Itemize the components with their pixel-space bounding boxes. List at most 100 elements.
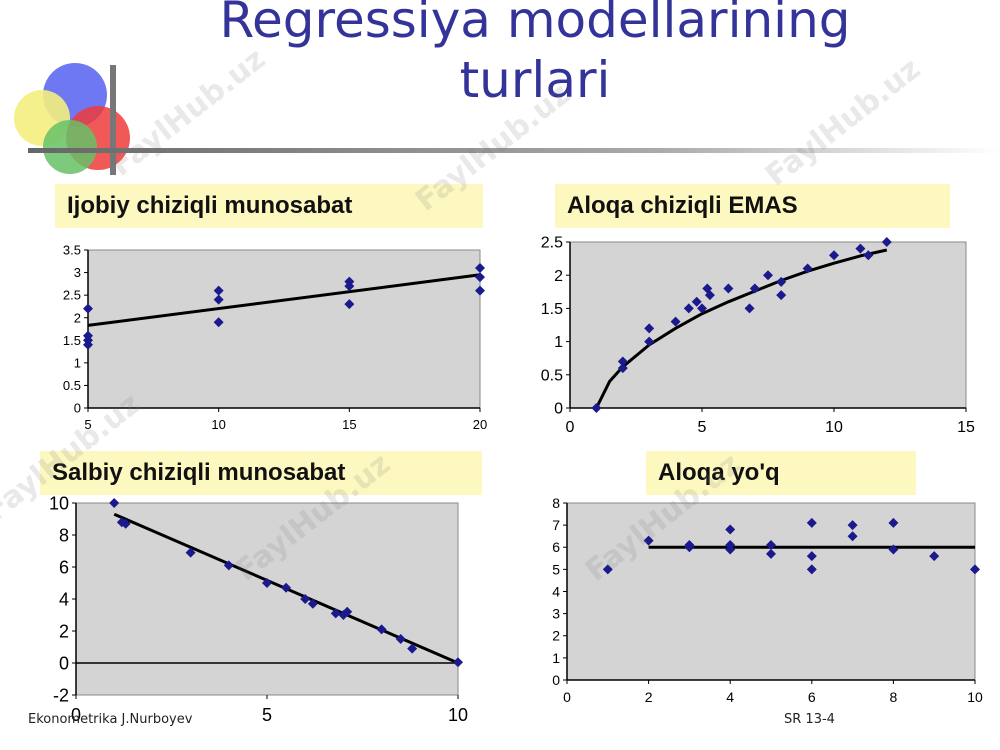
y-tick-label: 10 — [49, 493, 69, 513]
y-tick-label: 4 — [552, 583, 560, 599]
data-point — [829, 250, 839, 261]
data-point — [376, 624, 387, 635]
y-tick-label: 2 — [552, 628, 560, 644]
data-point — [617, 356, 628, 367]
y-tick-label: 3 — [74, 265, 81, 280]
y-tick-label: 2.5 — [63, 288, 81, 303]
y-tick-label: 1 — [74, 355, 81, 370]
data-point — [749, 283, 760, 294]
caption-positive-linear: Ijobiy chiziqli munosabat — [55, 184, 483, 228]
data-point — [766, 548, 776, 559]
slide-title-line-2: turlari — [459, 51, 611, 109]
data-point — [802, 263, 813, 274]
y-tick-label: 3.5 — [63, 243, 81, 258]
data-point — [83, 339, 93, 350]
data-point — [684, 540, 695, 551]
y-tick-label: 2 — [59, 621, 69, 641]
slide-logo — [14, 63, 1000, 175]
y-tick-label: 8 — [552, 495, 560, 511]
slide-title: Regressiya modellarining turlari — [150, 0, 920, 110]
data-point — [407, 643, 418, 654]
x-tick-label: 10 — [825, 419, 843, 436]
caption-nonlinear: Aloqa chiziqli EMAS — [555, 184, 950, 228]
plot-area — [87, 249, 481, 409]
data-point — [120, 518, 131, 529]
data-point — [888, 517, 899, 528]
data-point — [644, 336, 655, 347]
data-point — [643, 535, 654, 546]
y-tick-label: 1.5 — [541, 301, 563, 318]
data-point — [847, 531, 858, 542]
data-point — [281, 582, 292, 593]
data-point — [617, 363, 628, 374]
y-tick-label: -2 — [53, 685, 69, 705]
data-point — [670, 316, 681, 327]
data-point — [697, 303, 707, 314]
y-tick-label: 3 — [552, 606, 560, 622]
x-tick-label: 0 — [563, 689, 571, 705]
data-point — [591, 403, 602, 413]
caption-negative-linear: Salbiy chiziqli munosabat — [40, 451, 482, 495]
data-point — [806, 517, 817, 528]
x-tick-label: 8 — [890, 689, 898, 705]
data-point — [344, 281, 355, 292]
data-point — [602, 564, 613, 575]
y-tick-label: 6 — [59, 557, 69, 577]
slide-title-line-1: Regressiya modellarining — [219, 0, 851, 49]
y-tick-label: 2 — [74, 310, 81, 325]
data-point — [213, 285, 224, 296]
data-point — [475, 263, 485, 274]
data-point — [109, 498, 120, 508]
data-point — [723, 283, 734, 294]
y-tick-label: 2 — [554, 268, 563, 285]
data-point — [307, 598, 318, 609]
caption-no-relationship: Aloqa yo'q — [646, 451, 916, 495]
data-point — [725, 524, 736, 535]
y-tick-label: 2.5 — [541, 235, 563, 252]
data-point — [691, 296, 702, 307]
y-tick-label: 8 — [59, 525, 69, 545]
data-point — [395, 634, 406, 644]
plot-area — [566, 502, 976, 681]
logo-vertical-bar — [110, 65, 116, 175]
logo-circle-green — [43, 120, 97, 174]
data-point — [83, 303, 93, 314]
data-point — [644, 323, 655, 334]
x-tick-label: 15 — [342, 417, 356, 432]
x-tick-label: 5 — [262, 705, 272, 725]
data-point — [766, 540, 776, 551]
y-tick-label: 7 — [552, 517, 560, 533]
y-tick-label: 0.5 — [63, 378, 81, 393]
data-point — [806, 564, 817, 575]
x-tick-label: 0 — [566, 419, 575, 436]
data-point — [847, 520, 858, 531]
data-point — [223, 560, 234, 571]
x-tick-label: 10 — [448, 705, 468, 725]
data-point — [970, 564, 980, 575]
data-point — [763, 270, 773, 281]
data-point — [776, 276, 787, 287]
logo-horizontal-bar — [28, 148, 1000, 153]
y-tick-label: 6 — [552, 539, 560, 555]
x-tick-label: 20 — [473, 417, 487, 432]
data-point — [855, 243, 866, 254]
data-point — [863, 250, 874, 261]
y-tick-label: 0.5 — [541, 367, 563, 384]
y-tick-label: 0 — [59, 653, 69, 673]
data-point — [725, 544, 736, 555]
data-point — [330, 608, 341, 619]
y-tick-label: 0 — [552, 672, 560, 688]
data-point — [744, 303, 755, 314]
data-point — [776, 290, 787, 301]
data-point — [344, 299, 355, 310]
data-point — [881, 237, 892, 247]
data-point — [683, 303, 694, 314]
data-point — [300, 594, 311, 604]
x-tick-label: 15 — [957, 419, 975, 436]
y-tick-label: 4 — [59, 589, 69, 609]
data-point — [929, 551, 940, 562]
data-point — [213, 317, 224, 328]
x-tick-label: 0 — [71, 705, 81, 725]
